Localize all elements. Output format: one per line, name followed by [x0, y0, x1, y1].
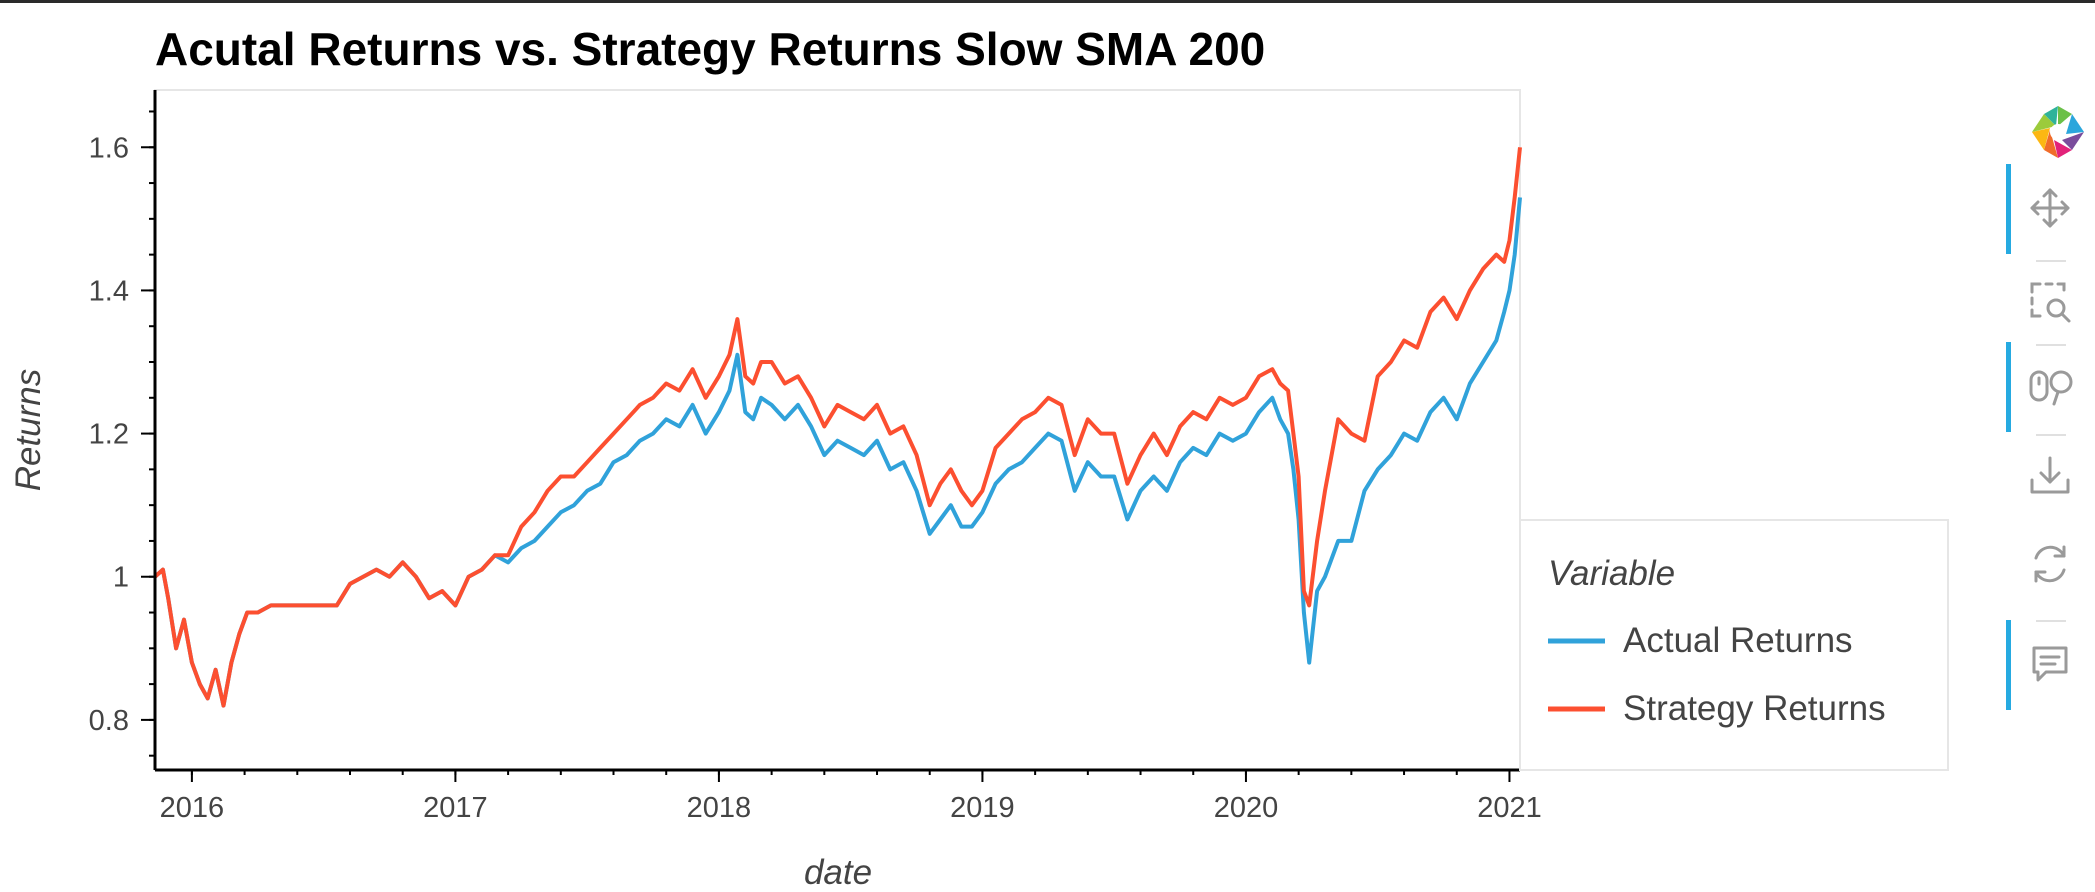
x-tick-label: 2018	[687, 792, 752, 824]
x-tick-label: 2020	[1214, 792, 1279, 824]
y-tick-label: 0.8	[89, 705, 129, 737]
hover-tool-active-indicator	[2006, 620, 2011, 710]
box-zoom-tool-button[interactable]	[2000, 258, 2095, 348]
wheel-zoom-active-indicator	[2006, 342, 2011, 432]
legend-item-strategy-returns[interactable]: Strategy Returns	[1548, 689, 1886, 728]
y-tick-label: 1	[113, 562, 129, 594]
bokeh-logo[interactable]	[2000, 80, 2095, 170]
x-axis-label: date	[804, 853, 872, 892]
x-tick-label: 2017	[423, 792, 488, 824]
wheel-zoom-tool-button[interactable]	[2000, 342, 2095, 432]
reset-tool-button[interactable]	[2000, 520, 2095, 610]
wheel-zoom-icon	[2029, 370, 2073, 406]
legend-item-actual-returns[interactable]: Actual Returns	[1548, 621, 1853, 660]
plot-frame	[154, 89, 1521, 771]
y-tick-label: 1.2	[89, 419, 129, 451]
y-axis: 0.8 1 1.2 1.4 1.6	[89, 90, 157, 770]
chart-title: Acutal Returns vs. Strategy Returns Slow…	[155, 23, 1266, 75]
legend-box	[1519, 519, 1949, 771]
move-icon	[2030, 188, 2070, 228]
toolbar-separator	[2036, 620, 2066, 622]
toolbar-separator	[2036, 344, 2066, 346]
y-tick-label: 1.4	[89, 275, 129, 307]
y-tick-label: 1.6	[89, 132, 129, 164]
top-border	[0, 0, 2095, 3]
series-layer	[153, 147, 1522, 708]
legend: Variable Actual Returns Strategy Returns	[1519, 519, 1949, 771]
comment-icon	[2032, 646, 2068, 682]
pan-tool-button[interactable]	[2000, 164, 2095, 254]
x-tick-label: 2019	[950, 792, 1015, 824]
reset-icon	[2034, 545, 2066, 583]
legend-label-strategy-returns: Strategy Returns	[1623, 689, 1886, 728]
pan-tool-active-indicator	[2006, 164, 2011, 254]
legend-label-actual-returns: Actual Returns	[1623, 621, 1853, 660]
toolbar-separator	[2036, 434, 2066, 436]
chart-toolbar	[2000, 80, 2095, 740]
y-axis-label: Returns	[9, 369, 48, 492]
download-icon	[2030, 456, 2070, 494]
save-tool-button[interactable]	[2000, 432, 2095, 522]
legend-title: Variable	[1548, 554, 1675, 593]
bokeh-logo-icon	[2032, 106, 2084, 158]
box-zoom-icon	[2030, 282, 2071, 323]
series-line-strategy-returns[interactable]	[153, 147, 1522, 708]
x-tick-label: 2016	[160, 792, 225, 824]
x-tick-label: 2021	[1477, 792, 1542, 824]
hover-tool-button[interactable]	[2000, 620, 2095, 710]
toolbar-separator	[2036, 260, 2066, 262]
x-axis: 2016 2017 2018 2019 2020 2021	[155, 768, 1542, 824]
